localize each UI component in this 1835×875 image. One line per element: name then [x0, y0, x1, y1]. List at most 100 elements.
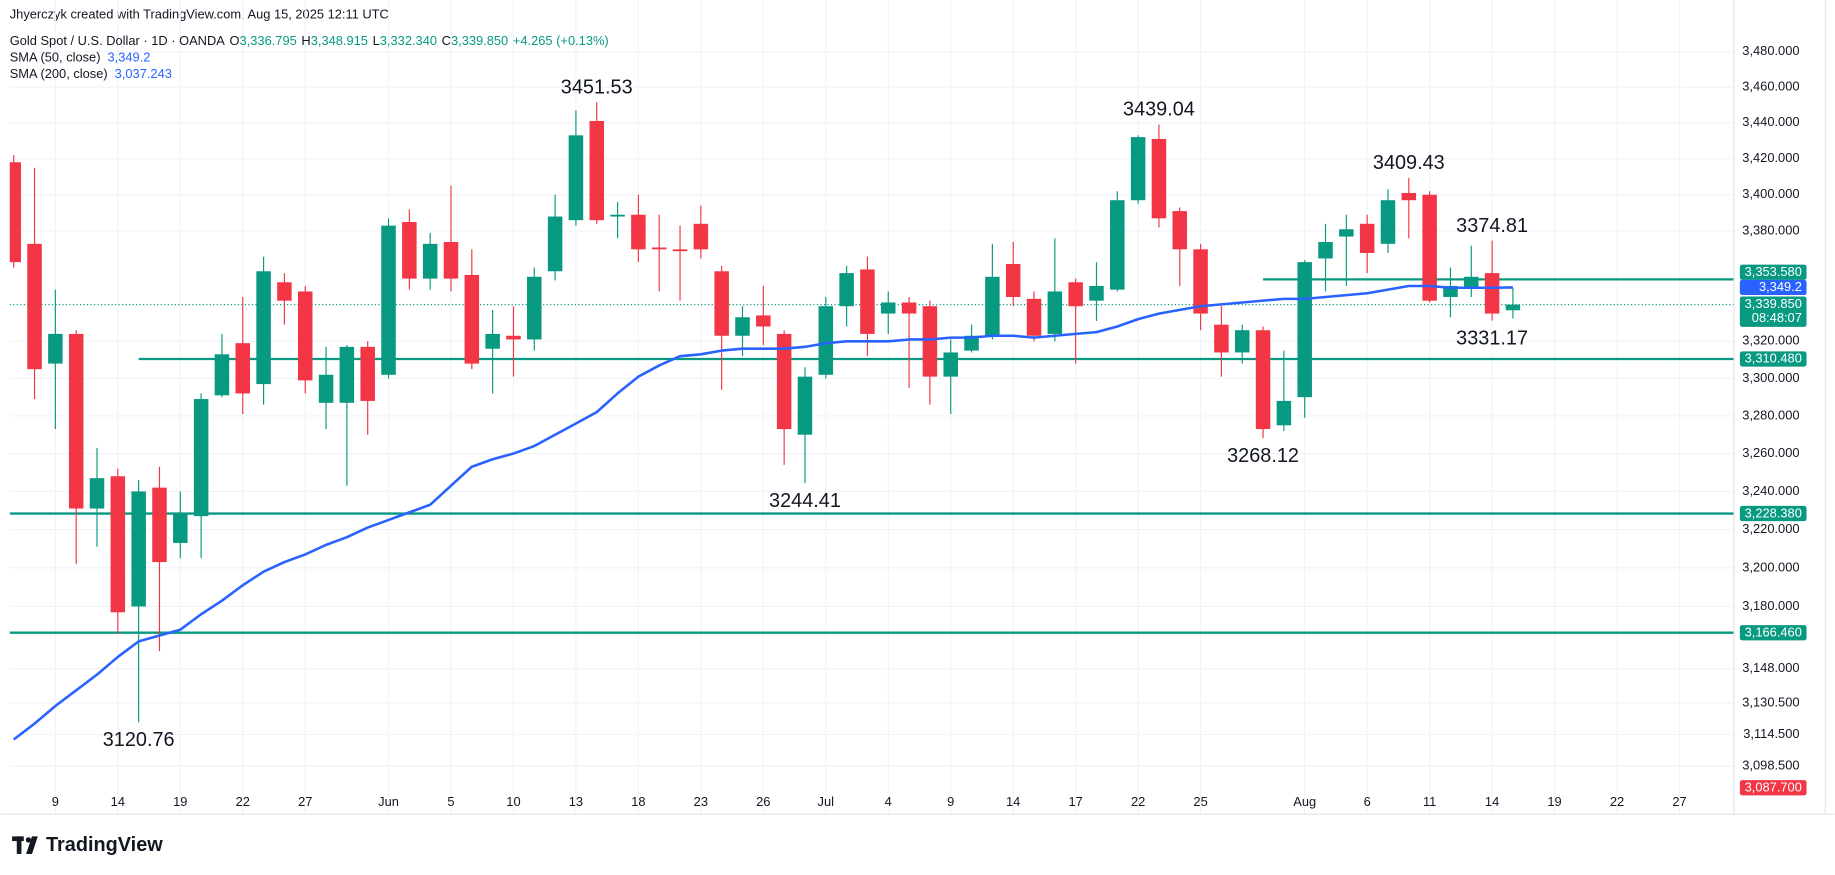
price-label-box — [1739, 625, 1807, 641]
logo-part — [25, 837, 32, 843]
legend-title: Gold Spot / U.S. Dollar · 1D · OANDA — [10, 34, 226, 49]
x-tick-label: 22 — [1610, 794, 1624, 809]
x-tick-label: 14 — [111, 794, 125, 809]
candle-body — [1297, 262, 1312, 398]
y-tick-label: 3,440.000 — [1742, 114, 1799, 129]
x-tick-label: 4 — [885, 794, 892, 809]
legend-value: 3,348.915 — [311, 34, 368, 49]
x-tick-label: 9 — [52, 794, 59, 809]
y-tick-label: 3,220.000 — [1742, 521, 1799, 536]
y-tick-label: 3,098.500 — [1742, 758, 1799, 773]
candle-body — [1089, 285, 1104, 301]
price-axis-panel — [1734, 0, 1835, 815]
price-label-box — [1739, 264, 1807, 280]
candle-body — [1214, 324, 1229, 353]
candle-body — [235, 343, 251, 394]
x-tick-label: 9 — [947, 794, 954, 809]
candle-body — [1193, 249, 1208, 314]
candle-body — [506, 335, 521, 340]
high-annotation: 3439.04 — [1123, 99, 1195, 121]
price-label-box — [1739, 296, 1807, 327]
x-tick-label: 27 — [298, 794, 312, 809]
legend-sma-name: SMA (50, close) — [10, 50, 101, 65]
candle-body — [964, 335, 979, 351]
candle-body — [131, 491, 146, 607]
price-label-box — [1739, 351, 1807, 367]
candle-body — [1401, 192, 1417, 201]
candle-body — [1110, 200, 1125, 290]
candle-body — [1422, 194, 1437, 301]
candle-body — [1380, 200, 1396, 244]
x-tick-label: 22 — [236, 794, 250, 809]
candle-body — [173, 514, 188, 543]
low-annotation: 3268.12 — [1227, 445, 1299, 467]
legend-key: H — [301, 34, 310, 49]
candle-body — [860, 269, 875, 334]
legend-row: SMA (50, close) 3,349.2 — [10, 50, 151, 65]
price-label: 3,228.380 — [1745, 505, 1802, 520]
candle-body — [297, 291, 313, 381]
candle-body — [68, 333, 84, 509]
candle-body — [1443, 285, 1458, 297]
candle-body — [693, 223, 709, 250]
x-tick-label: 26 — [756, 794, 770, 809]
candle-body — [527, 276, 542, 340]
y-tick-label: 3,130.500 — [1742, 694, 1799, 709]
candle-body — [1172, 211, 1188, 250]
x-tick-label: 11 — [1423, 794, 1436, 809]
plot — [9, 102, 1735, 741]
x-tick-label: 27 — [1672, 794, 1686, 809]
candle-body — [631, 214, 646, 250]
legend-value: 3,339.850 — [451, 34, 508, 49]
sma-line — [12, 284, 1513, 741]
low-annotation: 3244.41 — [769, 490, 841, 512]
low-annotation: 3331.17 — [1456, 328, 1528, 350]
candle-body — [9, 162, 21, 263]
x-tick-label: 19 — [173, 794, 187, 809]
legend-key: L — [373, 34, 380, 49]
candle-body — [1234, 330, 1250, 353]
candle-body — [1047, 291, 1063, 334]
candle-body — [1359, 223, 1375, 253]
legend-key: C — [442, 34, 451, 49]
candle-body — [985, 276, 1000, 336]
candle-body — [1130, 137, 1146, 201]
candle-body — [214, 354, 230, 396]
candle-body — [48, 333, 63, 364]
candle-body — [547, 216, 563, 272]
brand: TradingView — [46, 834, 163, 856]
y-tick-label: 3,400.000 — [1742, 186, 1799, 201]
y-tick-label: 3,480.000 — [1742, 43, 1799, 58]
price-label: 3,353.580 — [1745, 264, 1802, 279]
footer-logo: TradingView — [12, 834, 163, 856]
candle-body — [839, 273, 854, 307]
candle-body — [443, 242, 459, 279]
price-label-box — [1739, 780, 1807, 796]
y-tick-label: 3,280.000 — [1742, 407, 1799, 422]
logo-part — [16, 836, 22, 854]
candle-body — [256, 271, 271, 385]
candle-body — [485, 333, 500, 349]
candle-body — [797, 376, 813, 435]
x-tick-label: 22 — [1131, 794, 1145, 809]
candle-body — [735, 317, 750, 336]
price-label: 3,310.480 — [1745, 351, 1802, 366]
legend-row: SMA (200, close) 3,037.243 — [10, 66, 172, 81]
x-tick-label: 14 — [1485, 794, 1499, 809]
candle-body — [568, 135, 584, 221]
y-tick-label: 3,260.000 — [1742, 445, 1799, 460]
x-tick-label: 19 — [1547, 794, 1561, 809]
x-tick-label: 6 — [1364, 794, 1371, 809]
x-tick-label: 10 — [506, 794, 520, 809]
candle-body — [1484, 273, 1500, 314]
y-tick-label: 3,200.000 — [1742, 559, 1799, 574]
x-tick-label: 23 — [694, 794, 708, 809]
legend-row: Gold Spot / U.S. Dollar · 1D · OANDA O 3,3… — [10, 34, 609, 49]
legend-key: O — [230, 34, 240, 49]
legend-sma-value: 3,349.2 — [108, 50, 151, 65]
candle-body — [464, 274, 480, 364]
low-annotation: 3120.76 — [103, 729, 175, 751]
candle-body — [714, 271, 729, 336]
candle-body — [339, 346, 355, 403]
